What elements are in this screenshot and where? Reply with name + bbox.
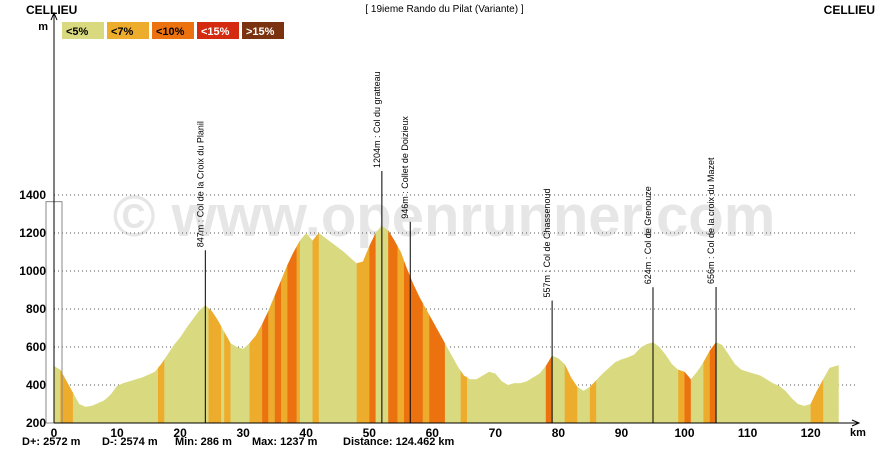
gradient-band-4 <box>249 324 263 423</box>
gradient-band-13 <box>369 233 376 423</box>
legend-swatch-2 <box>152 22 194 39</box>
y-tick-400: 400 <box>26 378 46 392</box>
watermark-text: © www.openrunner.com <box>113 184 776 249</box>
x-tick-0: 0 <box>51 426 58 440</box>
gradient-band-27 <box>810 379 824 423</box>
gradient-band-8 <box>281 265 288 423</box>
legend-swatch-0 <box>62 22 104 39</box>
gradient-band-21 <box>564 364 578 423</box>
watermark: © www.openrunner.com <box>113 184 776 249</box>
y-tick-1200: 1200 <box>19 226 46 240</box>
x-axis-arrow <box>851 419 861 427</box>
gradient-band-14 <box>388 230 398 423</box>
legend-label-4: >15% <box>246 26 275 38</box>
x-tick-30: 30 <box>236 426 250 440</box>
pass-label-5: 656m : Col de la croix du Mazet <box>706 157 716 284</box>
x-tick-110: 110 <box>738 426 758 440</box>
gradient-band-11 <box>312 233 319 423</box>
legend: <5% <7% <10% <15% >15% <box>62 22 284 39</box>
gradient-band-12 <box>356 246 370 423</box>
y-tick-600: 600 <box>26 340 46 354</box>
pass-label-4: 624m : Col de Grenouze <box>643 186 653 284</box>
x-tick-80: 80 <box>552 426 566 440</box>
gradient-band-9 <box>287 246 297 423</box>
legend-label-2: <10% <box>156 26 185 38</box>
gradient-band-10 <box>296 240 300 423</box>
gradient-band-20 <box>545 355 553 423</box>
axes: m km 200 400 600 800 1000 1200 1400 0 10 20 30 40 50 60… <box>19 11 866 440</box>
gradient-band-7 <box>274 280 281 423</box>
y-tick-800: 800 <box>26 302 46 316</box>
gradient-band-18 <box>429 314 445 423</box>
gradient-band-16 <box>403 260 423 423</box>
y-axis-arrow <box>50 11 58 21</box>
gradient-band-25 <box>703 350 710 423</box>
legend-swatch-1 <box>107 22 149 39</box>
gradient-band-26 <box>709 342 716 423</box>
legend-label-1: <7% <box>111 26 134 38</box>
stats-bar: D+: 2572 m D-: 2574 m Min: 286 m Max: 12… <box>0 436 889 452</box>
stat-max: Max: 1237 m <box>252 436 318 448</box>
gradient-band-5 <box>262 310 269 423</box>
x-tick-100: 100 <box>675 426 695 440</box>
x-tick-10: 10 <box>110 426 124 440</box>
elevation-profile <box>45 201 839 424</box>
legend-swatch-4 <box>242 22 284 39</box>
x-tick-70: 70 <box>489 426 503 440</box>
gradient-band-2 <box>208 308 222 423</box>
stat-d-plus: D+: 2572 m <box>22 436 81 448</box>
stat-distance: Distance: 124.462 km <box>343 436 455 448</box>
y-tick-200: 200 <box>26 416 46 430</box>
gradient-band-24 <box>684 371 691 423</box>
profile-area <box>54 226 839 423</box>
x-tick-40: 40 <box>300 426 314 440</box>
gradient-band-0 <box>60 369 73 423</box>
legend-swatch-3 <box>197 22 239 39</box>
pass-label-2: 946m : Collet de Doizieux <box>400 116 410 219</box>
start-place: CELLIEU <box>26 3 78 17</box>
x-tick-50: 50 <box>363 426 377 440</box>
gradient-band-23 <box>678 369 685 423</box>
pass-label-0: 847m : Col de la Croix du Planil <box>195 121 205 247</box>
y-tick-1000: 1000 <box>19 264 46 278</box>
x-tick-60: 60 <box>426 426 440 440</box>
gradient-band-15 <box>397 246 404 423</box>
gradient-band-3 <box>224 331 231 423</box>
y-tick-1400: 1400 <box>19 188 46 202</box>
x-tick-120: 120 <box>801 426 821 440</box>
gradient-band-6 <box>268 295 275 423</box>
y-axis-label: m <box>38 21 48 33</box>
x-tick-20: 20 <box>173 426 187 440</box>
end-place: CELLIEU <box>823 3 875 17</box>
x-axis-label: km <box>850 427 866 439</box>
gradient-band-19 <box>460 370 467 423</box>
x-tick-90: 90 <box>615 426 629 440</box>
gradient-band-1 <box>158 359 165 423</box>
chart-title: [ 19ieme Rando du Pilat (Variante) ] <box>365 4 524 15</box>
gradient-band-17 <box>422 303 430 423</box>
legend-label-0: <5% <box>66 26 89 38</box>
stat-min: Min: 286 m <box>175 436 232 448</box>
legend-label-3: <15% <box>201 26 230 38</box>
gradient-band-22 <box>589 380 597 423</box>
pass-label-3: 557m : Col de Chassenoud <box>542 188 552 297</box>
pass-markers: 847m : Col de la Croix du Planil 1204m : … <box>195 71 717 423</box>
stat-d-minus: D-: 2574 m <box>102 436 158 448</box>
pass-label-1: 1204m : Col du gratteau <box>372 71 382 168</box>
